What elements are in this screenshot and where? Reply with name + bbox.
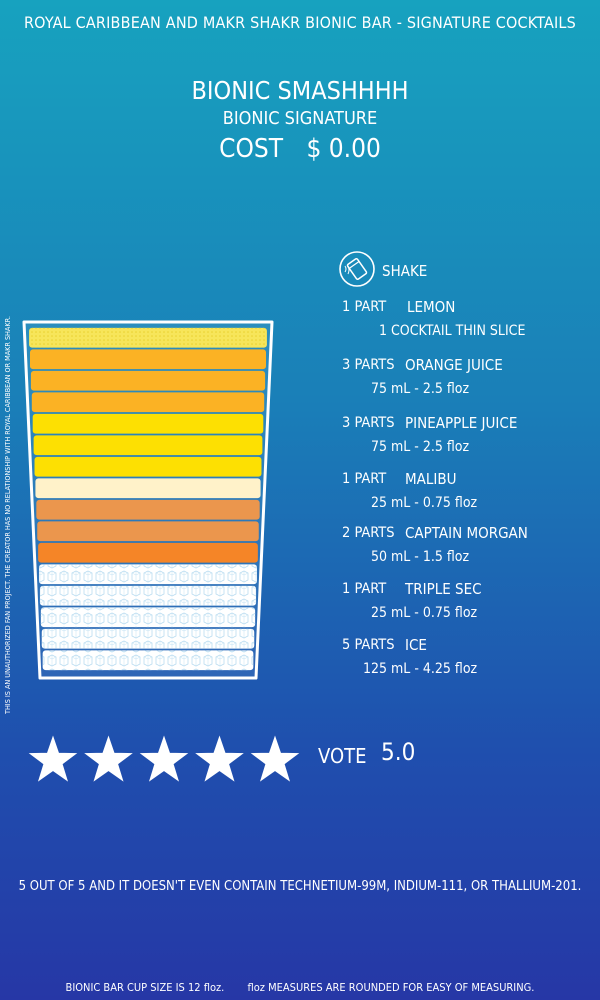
glass-layer-triple-sec	[38, 542, 258, 563]
glass-layer-orange-juice	[30, 370, 266, 391]
ice-pattern	[41, 628, 255, 649]
ingredient-name: TRIPLE SEC	[405, 580, 482, 598]
ingredient-detail: 25 mL - 0.75 floz	[371, 605, 478, 621]
ingredient-parts: 5 PARTS	[342, 637, 395, 653]
glass-layer-malibu	[35, 478, 261, 499]
cost-label: COST	[219, 134, 284, 164]
ingredient-name: ORANGE JUICE	[405, 356, 503, 374]
ingredient-detail: 125 mL - 4.25 floz	[363, 661, 478, 677]
ice-pattern	[39, 585, 257, 606]
ingredient-detail: 75 mL - 2.5 floz	[371, 381, 470, 397]
method-label: SHAKE	[382, 262, 428, 280]
ingredient-name: MALIBU	[405, 470, 457, 488]
ingredient-parts: 3 PARTS	[342, 357, 395, 373]
footer-notes: BIONIC BAR CUP SIZE IS 12 floz. floz MEA…	[0, 981, 600, 994]
shaker-icon	[339, 251, 375, 287]
glass-layer-orange-juice	[29, 349, 267, 370]
ingredient-detail: 75 mL - 2.5 floz	[371, 439, 470, 455]
ingredient-name: ICE	[405, 636, 427, 654]
glass-layer-pineapple-juice	[34, 456, 262, 477]
glass-layer-pineapple-juice	[33, 435, 263, 456]
glass-layer-orange-juice	[31, 392, 265, 413]
ingredient-detail: 1 COCKTAIL THIN SLICE	[379, 323, 526, 339]
star-icon[interactable]	[195, 735, 244, 782]
rounding-note: floz MEASURES ARE ROUNDED FOR EASY OF ME…	[247, 981, 535, 994]
glass-layer-pineapple-juice	[32, 413, 264, 434]
ingredient-name: PINEAPPLE JUICE	[405, 414, 518, 432]
glass-layer-captain-morgan	[37, 521, 259, 542]
star-rating[interactable]	[28, 732, 304, 788]
star-icon[interactable]	[28, 735, 78, 782]
ice-pattern	[40, 607, 256, 628]
drink-cost: COST $ 0.00	[0, 134, 600, 164]
ingredient-parts: 3 PARTS	[342, 415, 395, 431]
pulp-pattern	[29, 327, 267, 348]
glass-layer-captain-morgan	[36, 499, 260, 520]
ingredient-name: CAPTAIN MORGAN	[405, 524, 528, 542]
ice-pattern	[39, 564, 257, 585]
ingredient-parts: 1 PART	[342, 471, 387, 487]
cocktail-glass	[22, 320, 274, 680]
cost-value: $ 0.00	[306, 134, 381, 164]
cup-size-note: BIONIC BAR CUP SIZE IS 12 floz.	[65, 981, 225, 994]
vote-score: 5.0	[381, 738, 416, 766]
star-icon[interactable]	[250, 735, 300, 782]
ingredient-detail: 50 mL - 1.5 floz	[371, 549, 470, 565]
review-comment: 5 OUT OF 5 AND IT DOESN'T EVEN CONTAIN T…	[18, 879, 582, 894]
ingredient-parts: 2 PARTS	[342, 525, 395, 541]
ingredient-detail: 25 mL - 0.75 floz	[371, 495, 478, 511]
ingredient-parts: 1 PART	[342, 581, 387, 597]
drink-name: BIONIC SMASHHHH	[191, 76, 409, 105]
star-icon[interactable]	[84, 735, 133, 782]
ice-pattern	[42, 650, 254, 671]
ingredient-name: LEMON	[407, 298, 456, 316]
vote-button[interactable]: VOTE	[318, 744, 367, 768]
disclaimer-text: THIS IS AN UNAUTHORIZED FAN PROJECT. THE…	[3, 316, 12, 714]
ingredient-parts: 1 PART	[342, 299, 387, 315]
page-header: ROYAL CARIBBEAN AND MAKR SHAKR BIONIC BA…	[23, 13, 576, 32]
star-icon[interactable]	[139, 735, 189, 782]
drink-category: BIONIC SIGNATURE	[222, 108, 378, 129]
